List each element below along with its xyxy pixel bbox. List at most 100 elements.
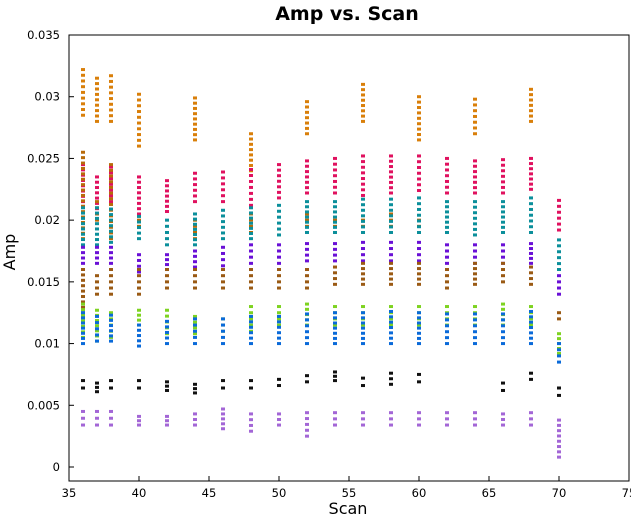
data-point (81, 183, 85, 187)
data-point (221, 188, 225, 192)
data-point (333, 370, 337, 374)
data-point (95, 191, 99, 195)
data-point (361, 316, 365, 320)
data-point (529, 331, 533, 335)
data-point (417, 213, 421, 217)
data-point (501, 336, 505, 340)
data-point (473, 267, 477, 271)
data-point (417, 423, 421, 427)
data-point (389, 208, 393, 212)
data-point (417, 311, 421, 315)
data-point (249, 320, 253, 324)
data-point (277, 179, 281, 183)
data-point (109, 102, 113, 106)
data-point (249, 323, 253, 327)
data-point (473, 109, 477, 113)
data-point (221, 412, 225, 416)
data-point (557, 280, 561, 284)
data-point (305, 253, 309, 257)
data-point (361, 160, 365, 164)
data-point (305, 307, 309, 311)
data-point (137, 379, 141, 383)
data-point (333, 321, 337, 325)
data-point (361, 253, 365, 257)
x-tick-label: 55 (342, 486, 357, 500)
data-point (473, 227, 477, 231)
data-point (557, 268, 561, 272)
data-point (361, 197, 365, 201)
data-point (529, 177, 533, 181)
data-point (305, 242, 309, 246)
data-point (473, 243, 477, 247)
data-point (361, 326, 365, 330)
data-point (221, 422, 225, 426)
data-point (333, 220, 337, 224)
data-point (109, 168, 113, 172)
data-point (473, 312, 477, 316)
data-point (529, 320, 533, 324)
data-point (109, 334, 113, 338)
data-point (333, 191, 337, 195)
data-point (165, 325, 169, 329)
data-point (137, 339, 141, 343)
data-point (529, 213, 533, 217)
data-point (557, 348, 561, 352)
data-point (417, 177, 421, 181)
data-point (249, 232, 253, 236)
data-point (333, 205, 337, 209)
data-point (277, 377, 281, 381)
data-point (221, 417, 225, 421)
data-point (361, 109, 365, 113)
data-point (221, 379, 225, 383)
data-point (165, 194, 169, 198)
data-point (305, 312, 309, 316)
data-point (81, 251, 85, 255)
data-point (95, 385, 99, 389)
data-point (221, 194, 225, 198)
data-point (333, 316, 337, 320)
data-point (221, 237, 225, 241)
data-point (249, 148, 253, 152)
data-point (95, 251, 99, 255)
data-point (501, 225, 505, 229)
data-point (333, 168, 337, 172)
data-point (333, 259, 337, 263)
series-3 (81, 196, 561, 272)
x-tick-label: 40 (132, 486, 147, 500)
data-point (305, 374, 309, 378)
data-point (389, 170, 393, 174)
data-point (501, 268, 505, 272)
data-point (501, 318, 505, 322)
data-point (95, 232, 99, 236)
data-point (249, 423, 253, 427)
data-point (501, 249, 505, 253)
data-point (361, 193, 365, 197)
data-point (529, 256, 533, 260)
data-point (389, 326, 393, 330)
data-point (221, 200, 225, 204)
data-point (417, 111, 421, 115)
data-point (109, 114, 113, 118)
data-point (445, 268, 449, 272)
data-point (277, 311, 281, 315)
data-point (95, 314, 99, 318)
data-point (81, 409, 85, 413)
data-point (557, 222, 561, 226)
data-point (501, 255, 505, 259)
data-point (81, 300, 85, 304)
data-point (501, 330, 505, 334)
data-point (81, 313, 85, 317)
data-point (333, 218, 337, 222)
data-point (137, 127, 141, 131)
data-point (333, 215, 337, 219)
data-point (361, 214, 365, 218)
data-point (137, 98, 141, 102)
data-point (529, 219, 533, 223)
data-point (137, 318, 141, 322)
data-point (417, 272, 421, 276)
data-point (95, 109, 99, 113)
data-point (277, 261, 281, 265)
data-point (473, 120, 477, 124)
data-point (193, 101, 197, 105)
data-point (529, 265, 533, 269)
